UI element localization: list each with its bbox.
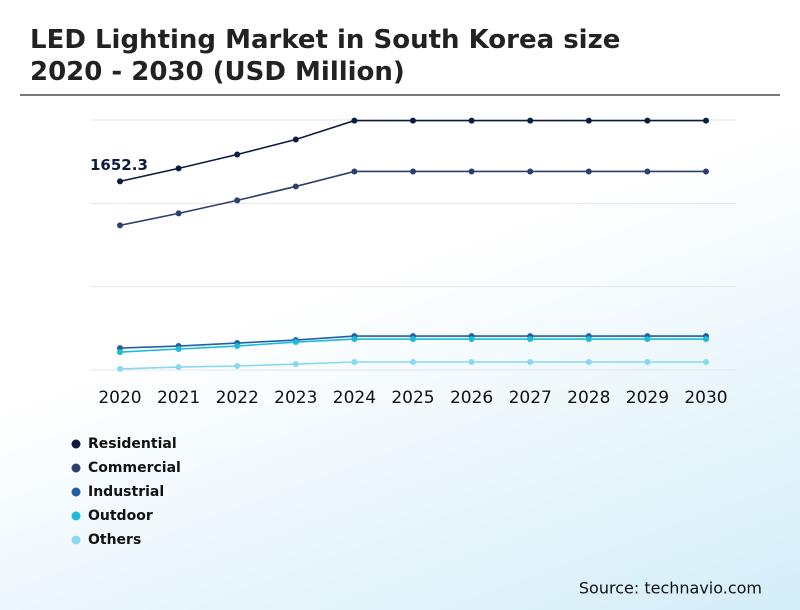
data-point xyxy=(468,168,475,175)
data-point xyxy=(175,210,182,217)
x-tick-label: 2025 xyxy=(391,388,434,408)
source: Source: technavio.com xyxy=(579,579,762,598)
data-point xyxy=(703,336,709,343)
x-tick-label: 2020 xyxy=(98,388,141,408)
x-tick-label: 2026 xyxy=(450,388,493,408)
data-point xyxy=(410,359,416,366)
data-point xyxy=(585,168,592,175)
x-tick-label: 2024 xyxy=(333,388,376,408)
legend-marker xyxy=(71,535,81,545)
data-point xyxy=(351,336,358,343)
legend-label: Commercial xyxy=(88,460,181,476)
x-tick-label: 2022 xyxy=(216,388,259,408)
data-point xyxy=(292,136,299,143)
x-tick-label: 2029 xyxy=(626,388,669,408)
legend-marker xyxy=(71,487,81,497)
title-rule xyxy=(20,94,780,96)
data-label: 1652.3 xyxy=(90,156,148,174)
legend-marker xyxy=(71,439,81,449)
data-point xyxy=(234,151,241,158)
data-point xyxy=(234,197,241,204)
chart-title: LED Lighting Market in South Korea size … xyxy=(30,25,621,87)
data-point xyxy=(468,117,475,124)
data-point xyxy=(351,359,358,366)
x-tick-label: 2028 xyxy=(567,388,610,408)
x-tick-label: 2027 xyxy=(509,388,552,408)
data-point xyxy=(234,343,241,350)
data-point xyxy=(292,183,299,190)
legend-label: Residential xyxy=(88,436,177,452)
data-point xyxy=(234,363,241,370)
data-point xyxy=(468,336,475,343)
x-tick-label: 2023 xyxy=(274,388,317,408)
data-point xyxy=(527,336,534,343)
data-point xyxy=(703,168,709,175)
data-point xyxy=(175,165,182,172)
data-point xyxy=(585,117,592,124)
data-point xyxy=(585,336,592,343)
data-point xyxy=(644,117,651,124)
x-tick-label: 2030 xyxy=(684,388,727,408)
data-point xyxy=(117,222,123,229)
data-point xyxy=(351,168,358,175)
data-point xyxy=(468,359,475,366)
data-point xyxy=(585,359,592,366)
data-point xyxy=(117,178,123,185)
data-point xyxy=(292,361,299,368)
data-point xyxy=(175,345,182,352)
data-point xyxy=(644,359,651,366)
data-point xyxy=(644,168,651,175)
data-point xyxy=(527,168,534,175)
data-point xyxy=(644,336,651,343)
legend-label: Others xyxy=(88,532,141,548)
data-point xyxy=(410,117,416,124)
data-point xyxy=(703,359,709,366)
data-point xyxy=(117,349,123,356)
data-point xyxy=(703,117,709,124)
data-point xyxy=(527,117,534,124)
series-line xyxy=(119,170,706,227)
data-point xyxy=(117,365,123,372)
legend-marker xyxy=(71,463,81,473)
legend-label: Outdoor xyxy=(88,508,153,524)
legend-marker xyxy=(71,511,81,521)
data-point xyxy=(351,117,358,124)
x-tick-label: 2021 xyxy=(157,388,200,408)
data-point xyxy=(527,359,534,366)
data-point xyxy=(175,364,182,371)
legend-label: Industrial xyxy=(88,484,164,500)
data-point xyxy=(292,339,299,346)
data-point xyxy=(410,336,416,343)
data-point xyxy=(410,168,416,175)
